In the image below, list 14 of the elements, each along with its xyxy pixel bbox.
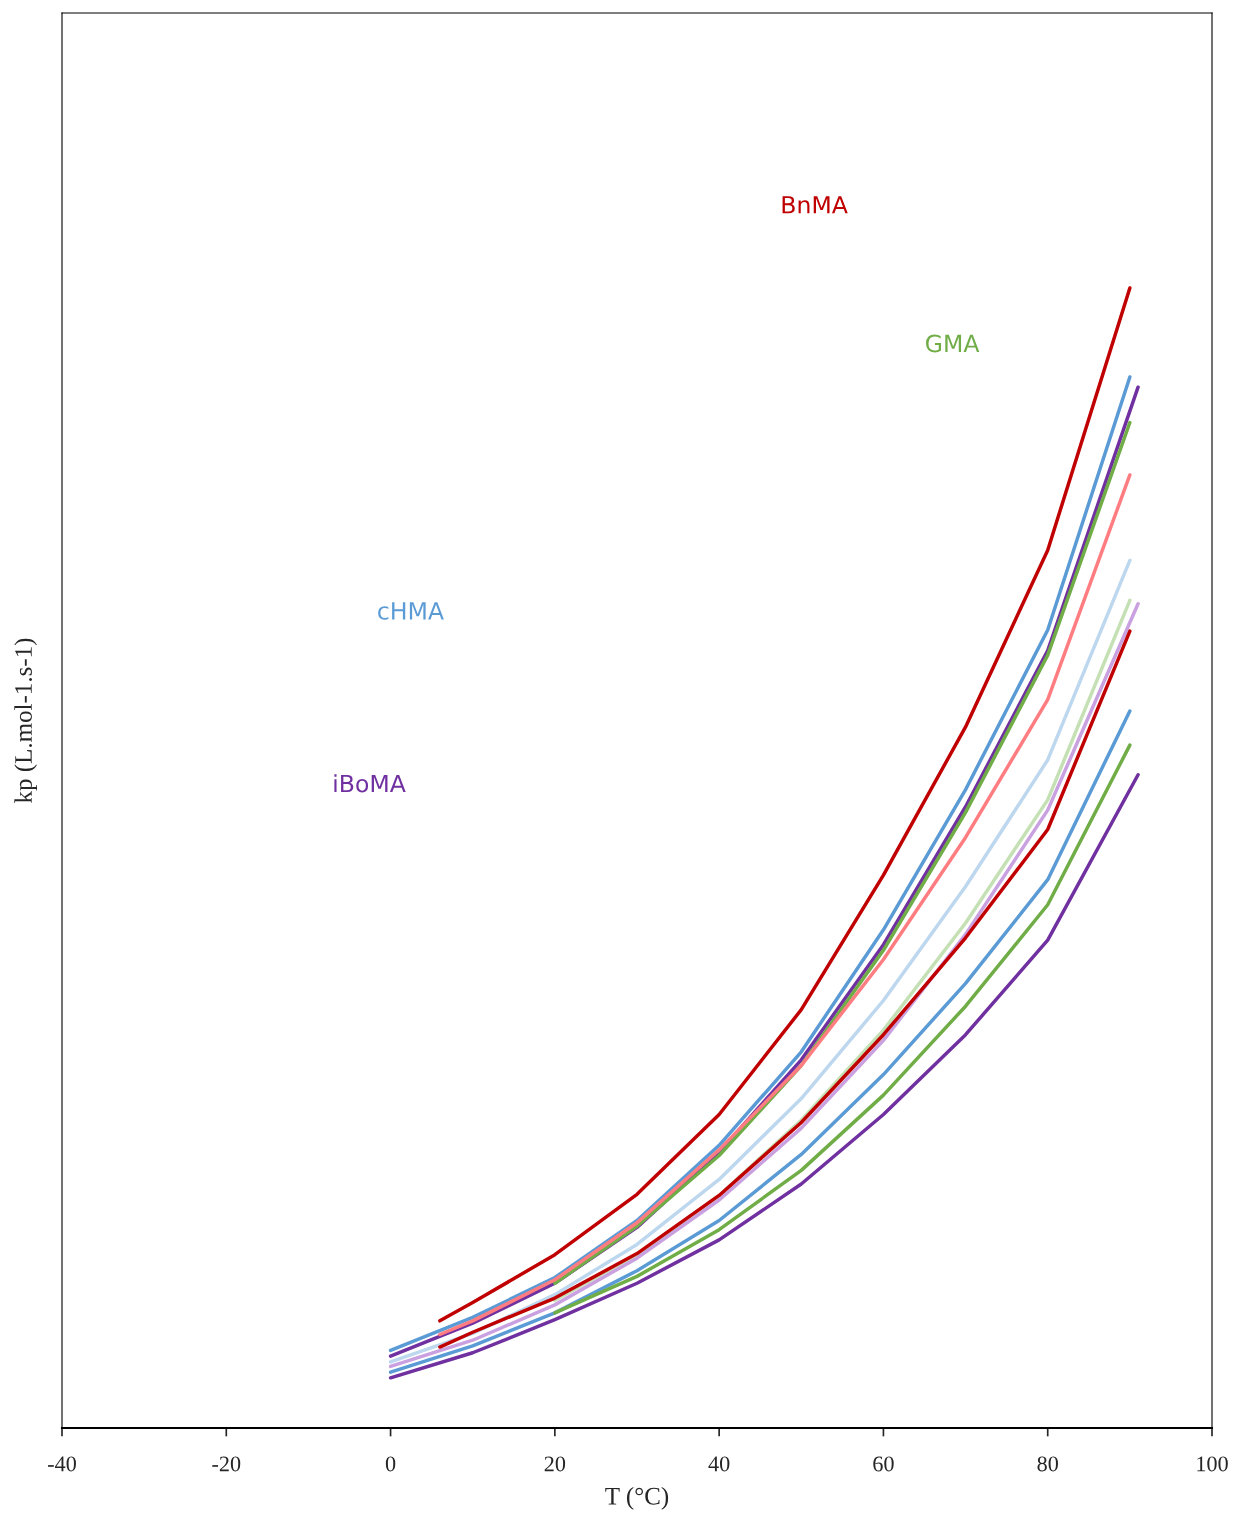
- x-tick-label: 40: [708, 1456, 730, 1472]
- x-tick-label: 60: [873, 1456, 894, 1472]
- x-tick-label: 0: [385, 1456, 396, 1472]
- x-tick-label: -40: [48, 1456, 76, 1472]
- text: iBoMA: [334, 774, 406, 793]
- text: cHMA: [378, 602, 444, 620]
- x-tick-label: -20: [212, 1456, 241, 1472]
- x-axis-title: T (°C): [605, 1487, 669, 1510]
- x-tick-label: 100: [1197, 1456, 1228, 1472]
- x-tick-label: 20: [544, 1456, 566, 1472]
- text: BnMA: [782, 196, 848, 214]
- y-axis-title: kp (L.mol-1.s-1): [14, 638, 37, 803]
- x-tick-label: 80: [1037, 1456, 1058, 1472]
- text: GMA: [926, 334, 980, 353]
